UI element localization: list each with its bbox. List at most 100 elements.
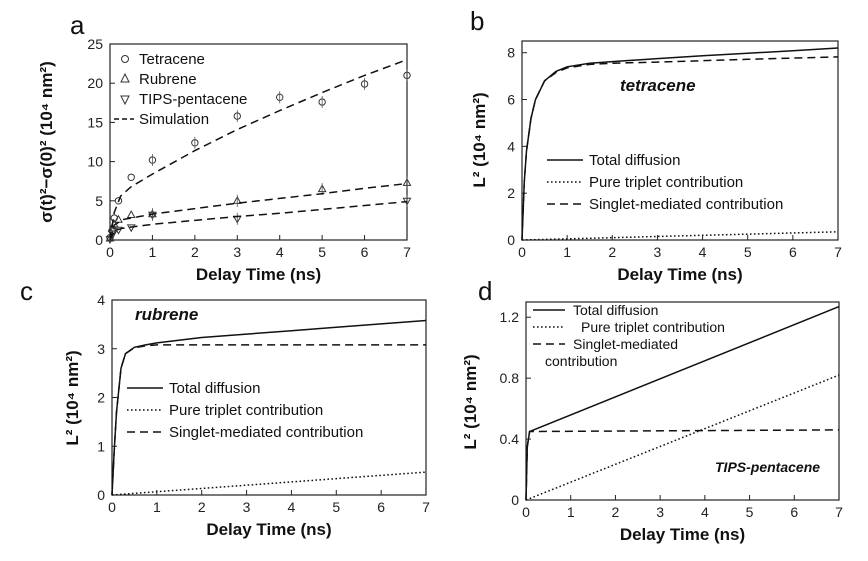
- legend-label: Total diffusion: [169, 380, 260, 397]
- x-tick-label: 1: [567, 504, 575, 520]
- data-point-tetracene: [114, 197, 123, 205]
- series-line: [109, 200, 408, 241]
- x-axis-label: Delay Time (ns): [196, 265, 321, 284]
- y-tick-label: 15: [87, 114, 103, 130]
- series-line: [525, 374, 840, 501]
- legend-label: Pure triplet contribution: [581, 319, 725, 335]
- y-axis-label: σ(t)²−σ(0)² (10⁴ nm²): [37, 61, 56, 223]
- y-tick-label: 1.2: [500, 309, 520, 325]
- y-tick-label: 0: [511, 492, 519, 508]
- panel-letter: c: [20, 276, 33, 306]
- x-tick-label: 4: [701, 504, 709, 520]
- y-tick-label: 2: [97, 390, 105, 406]
- y-tick-label: 0.8: [500, 370, 520, 386]
- x-tick-label: 3: [243, 499, 251, 515]
- legend-label: contribution: [545, 353, 617, 369]
- x-tick-label: 4: [699, 244, 707, 260]
- x-tick-label: 0: [522, 504, 530, 520]
- plot-frame: [109, 43, 408, 241]
- x-tick-label: 2: [198, 499, 206, 515]
- panel-annotation: rubrene: [135, 305, 198, 324]
- series-line: [111, 471, 427, 496]
- plot-frame: [521, 40, 839, 241]
- y-tick-label: 6: [507, 92, 515, 108]
- series-line: [521, 47, 839, 241]
- x-tick-label: 7: [403, 244, 411, 260]
- series-line: [521, 231, 839, 241]
- x-axis-label: Delay Time (ns): [617, 265, 742, 284]
- legend-label: Rubrene: [139, 71, 197, 88]
- x-tick-label: 7: [835, 504, 843, 520]
- y-tick-label: 0: [95, 232, 103, 248]
- plot-frame: [525, 301, 840, 501]
- x-tick-label: 1: [563, 244, 571, 260]
- data-point-tetracene: [127, 173, 135, 181]
- x-tick-label: 6: [789, 244, 797, 260]
- y-tick-label: 20: [87, 75, 103, 91]
- y-tick-label: 3: [97, 341, 105, 357]
- x-tick-label: 6: [377, 499, 385, 515]
- legend-label: TIPS-pentacene: [139, 91, 247, 108]
- series-line: [525, 429, 840, 501]
- legend-label: Singlet-mediated contribution: [169, 424, 363, 441]
- x-tick-label: 3: [656, 504, 664, 520]
- series-line: [521, 56, 839, 241]
- x-axis-label: Delay Time (ns): [206, 520, 331, 539]
- x-tick-label: 7: [834, 244, 842, 260]
- legend-label: Tetracene: [139, 51, 205, 68]
- panel-letter: a: [70, 10, 85, 40]
- panel-letter: b: [470, 6, 484, 36]
- x-tick-label: 4: [288, 499, 296, 515]
- x-axis-label: Delay Time (ns): [620, 525, 745, 544]
- legend-marker: [120, 95, 130, 106]
- y-tick-label: 0: [97, 487, 105, 503]
- y-tick-label: 0: [507, 232, 515, 248]
- x-tick-label: 6: [361, 244, 369, 260]
- x-tick-label: 3: [654, 244, 662, 260]
- series-line: [109, 182, 408, 241]
- x-tick-label: 0: [106, 244, 114, 260]
- x-tick-label: 5: [746, 504, 754, 520]
- panel-annotation: TIPS-pentacene: [715, 459, 820, 475]
- data-point-rubrene: [126, 210, 136, 219]
- y-axis-label: L² (10⁴ nm²): [461, 354, 480, 449]
- legend-label: Total diffusion: [589, 152, 680, 169]
- data-point-tips-pentacene: [114, 226, 123, 235]
- y-axis-label: L² (10⁴ nm²): [63, 350, 82, 445]
- x-tick-label: 6: [790, 504, 798, 520]
- x-tick-label: 4: [276, 244, 284, 260]
- y-tick-label: 5: [95, 193, 103, 209]
- y-tick-label: 10: [87, 154, 103, 170]
- x-tick-label: 3: [233, 244, 241, 260]
- y-tick-label: 0.4: [500, 431, 520, 447]
- plot-frame: [111, 299, 427, 496]
- series-line: [109, 58, 408, 241]
- x-tick-label: 1: [149, 244, 157, 260]
- x-tick-label: 5: [744, 244, 752, 260]
- data-point-rubrene: [114, 214, 123, 223]
- panel-letter: d: [478, 276, 492, 306]
- y-tick-label: 25: [87, 36, 103, 52]
- legend-label: Simulation: [139, 111, 209, 128]
- y-tick-label: 1: [97, 438, 105, 454]
- x-tick-label: 0: [108, 499, 116, 515]
- x-tick-label: 7: [422, 499, 430, 515]
- y-tick-label: 4: [507, 138, 515, 154]
- panel-a: a 0 1 2 3 4 5 6 7 0 5 10 15 20 25 Delay Time (ns) σ(t)²−…: [37, 10, 412, 284]
- x-tick-label: 1: [153, 499, 161, 515]
- legend-marker: [120, 72, 130, 83]
- panel-annotation: tetracene: [620, 76, 696, 95]
- series-line: [111, 319, 427, 496]
- y-tick-label: 2: [507, 185, 515, 201]
- x-tick-label: 0: [518, 244, 526, 260]
- y-tick-label: 8: [507, 45, 515, 61]
- panel-d: d 0 1 2 3 4 5 6 7 0 0.4 0.8 1.2 Delay Time (ns) L² (10…: [461, 276, 843, 544]
- data-point-tips-pentacene: [126, 224, 136, 233]
- data-point-tips-pentacene: [109, 228, 119, 237]
- legend-label: Pure triplet contribution: [589, 174, 743, 191]
- x-tick-label: 2: [612, 504, 620, 520]
- x-tick-label: 5: [332, 499, 340, 515]
- x-tick-label: 2: [191, 244, 199, 260]
- panel-c: c 0 1 2 3 4 5 6 7 0 1 2 3 4 Delay Time (ns) L² (10⁴ nm²…: [20, 276, 430, 539]
